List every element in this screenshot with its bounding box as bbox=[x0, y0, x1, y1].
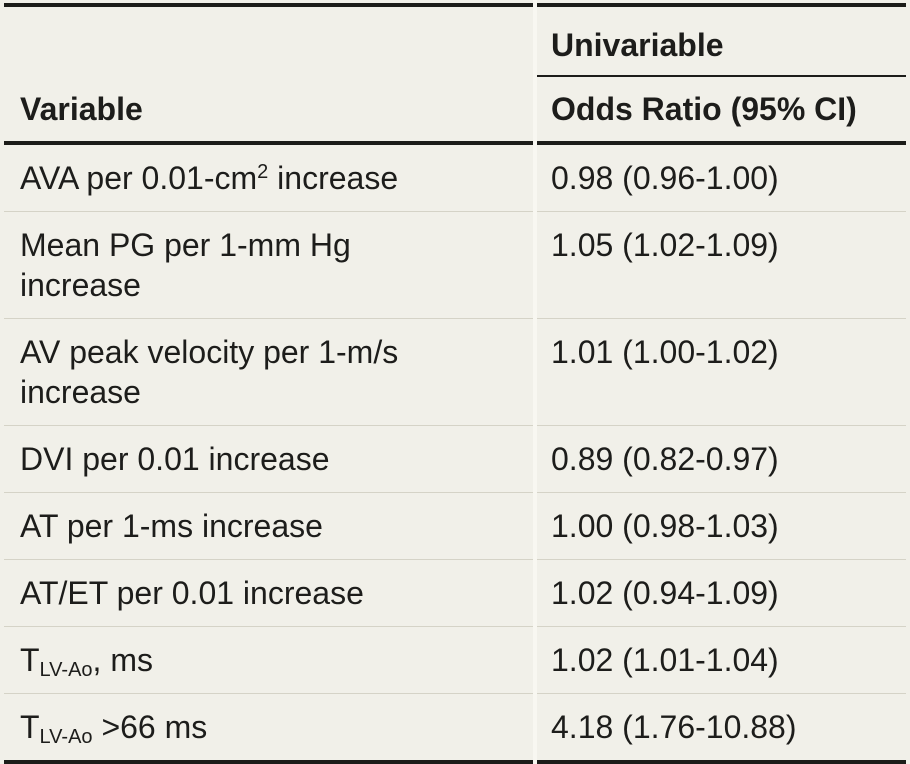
table-header: Variable Univariable Odds Ratio (95% CI) bbox=[4, 3, 906, 145]
group-header-row: Variable Univariable bbox=[4, 3, 906, 145]
table-row: AT/ET per 0.01 increase 1.02 (0.94-1.09) bbox=[4, 559, 906, 626]
odds-ratio-cell: 1.00 (0.98-1.03) bbox=[537, 492, 906, 559]
univariable-group-header: Univariable bbox=[537, 3, 906, 77]
variable-cell: AT per 1-ms increase bbox=[4, 492, 533, 559]
variable-cell: AV peak velocity per 1-m/s increase bbox=[4, 318, 533, 425]
table-body: AVA per 0.01-cm2 increase 0.98 (0.96-1.00… bbox=[4, 145, 906, 764]
odds-ratio-column-header: Odds Ratio (95% CI) bbox=[537, 77, 906, 145]
odds-ratio-cell: 1.02 (1.01-1.04) bbox=[537, 626, 906, 693]
variable-cell: AT/ET per 0.01 increase bbox=[4, 559, 533, 626]
odds-ratio-cell: 1.05 (1.02-1.09) bbox=[537, 211, 906, 318]
table-row: AVA per 0.01-cm2 increase 0.98 (0.96-1.00… bbox=[4, 145, 906, 211]
variable-cell: TLV-Ao, ms bbox=[4, 626, 533, 693]
univariable-odds-ratio-table: Variable Univariable Odds Ratio (95% CI)… bbox=[0, 3, 910, 764]
variable-cell: DVI per 0.01 increase bbox=[4, 425, 533, 492]
table-row: Mean PG per 1-mm Hg increase 1.05 (1.02-1.… bbox=[4, 211, 906, 318]
odds-ratio-cell: 1.01 (1.00-1.02) bbox=[537, 318, 906, 425]
odds-ratio-cell: 1.02 (0.94-1.09) bbox=[537, 559, 906, 626]
table-row: AT per 1-ms increase 1.00 (0.98-1.03) bbox=[4, 492, 906, 559]
table-row: DVI per 0.01 increase 0.89 (0.82-0.97) bbox=[4, 425, 906, 492]
odds-ratio-cell: 0.98 (0.96-1.00) bbox=[551, 160, 779, 196]
variable-column-header: Variable bbox=[4, 3, 533, 145]
table-row: TLV-Ao, ms 1.02 (1.01-1.04) bbox=[4, 626, 906, 693]
table-row: AV peak velocity per 1-m/s increase 1.01 (… bbox=[4, 318, 906, 425]
variable-cell: AVA per 0.01-cm2 increase bbox=[20, 160, 399, 196]
variable-cell: TLV-Ao >66 ms bbox=[4, 693, 533, 764]
odds-ratio-cell: 4.18 (1.76-10.88) bbox=[537, 693, 906, 764]
odds-ratio-cell: 0.89 (0.82-0.97) bbox=[537, 425, 906, 492]
variable-cell: Mean PG per 1-mm Hg increase bbox=[4, 211, 533, 318]
table-row: TLV-Ao >66 ms 4.18 (1.76-10.88) bbox=[4, 693, 906, 764]
column-header-row: Odds Ratio (95% CI) bbox=[4, 77, 906, 145]
